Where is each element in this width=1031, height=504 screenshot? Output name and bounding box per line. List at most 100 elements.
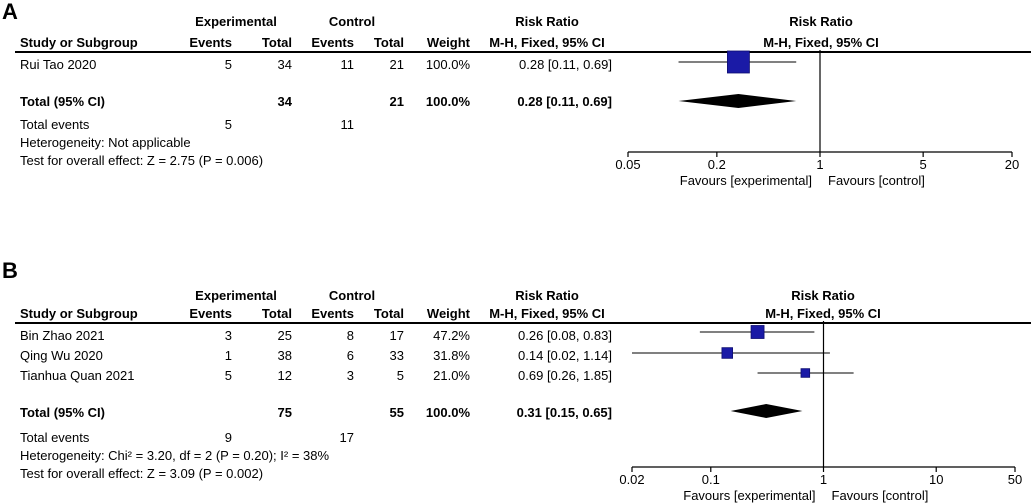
risk-ratio-header: Risk Ratio	[515, 14, 579, 29]
total-label: Total (95% CI)	[20, 94, 105, 109]
ctrl-events: 6	[346, 348, 354, 363]
total-events-exp: 5	[224, 117, 232, 132]
ci-value: 0.14 [0.02, 1.14]	[518, 348, 612, 363]
pooled-effect-diamond	[730, 404, 803, 418]
study-name: Bin Zhao 2021	[20, 328, 105, 343]
control-header: Control	[328, 288, 376, 303]
x-tick-label: 50	[1008, 472, 1022, 487]
total-weight: 100.0%	[425, 405, 470, 420]
header-rule	[15, 51, 1031, 53]
ci-value: 0.69 [0.26, 1.85]	[518, 368, 612, 383]
total-events-exp: 9	[224, 430, 232, 445]
effect-marker	[727, 50, 750, 74]
heterogeneity-text: Heterogeneity: Chi² = 3.20, df = 2 (P = …	[20, 448, 330, 463]
exp-events: 3	[224, 328, 232, 343]
ctrl-events: 3	[346, 368, 354, 383]
ctrl-total: 33	[389, 348, 404, 363]
favours-experimental-label: Favours [experimental]	[683, 488, 815, 503]
heterogeneity-text: Heterogeneity: Not applicable	[20, 135, 191, 150]
exp-total: 34	[277, 57, 292, 72]
x-tick-label: 10	[929, 472, 943, 487]
ctrl-events: 8	[346, 328, 354, 343]
study-column-header: Study or Subgroup	[20, 306, 138, 321]
total-exp: 75	[277, 405, 292, 420]
weight-value: 21.0%	[433, 368, 470, 383]
pooled-effect-diamond	[678, 94, 797, 108]
exp-events: 1	[224, 348, 232, 363]
header-rule	[15, 322, 1031, 324]
ci-value: 0.28 [0.11, 0.69]	[519, 57, 612, 72]
total-ctrl: 55	[389, 405, 404, 420]
plot-title: Risk Ratio	[789, 14, 853, 29]
x-tick-label: 20	[1005, 157, 1019, 172]
risk-ratio-header: Risk Ratio	[515, 288, 579, 303]
ctrl-events-header: Events	[311, 306, 354, 321]
exp-total: 12	[277, 368, 292, 383]
favours-experimental-label: Favours [experimental]	[680, 173, 812, 188]
effect-marker	[721, 347, 733, 359]
experimental-header: Experimental	[195, 14, 277, 29]
total-weight: 100.0%	[425, 94, 470, 109]
weight-value: 47.2%	[433, 328, 470, 343]
forest-plot-area: 0.02 0.1 1 10 50 Favours [experimental] Favour…	[619, 321, 1022, 503]
total-exp: 34	[277, 94, 292, 109]
ctrl-total-header: Total	[373, 35, 404, 50]
method-header: M-H, Fixed, 95% CI	[489, 35, 605, 50]
panel-label: B	[2, 258, 18, 283]
total-label: Total (95% CI)	[20, 405, 105, 420]
x-tick-label: 0.02	[619, 472, 644, 487]
x-tick-label: 1	[816, 157, 823, 172]
x-tick-label: 0.2	[708, 157, 726, 172]
total-events-ctrl: 17	[339, 430, 354, 445]
total-events-label: Total events	[20, 117, 90, 132]
forest-plot-b: B Experimental Control Risk Ratio Risk R…	[0, 258, 1031, 504]
method-header: M-H, Fixed, 95% CI	[489, 306, 605, 321]
effect-marker	[800, 368, 811, 378]
favours-control-label: Favours [control]	[832, 488, 929, 503]
panel-label: A	[2, 0, 18, 24]
exp-events-header: Events	[189, 306, 232, 321]
x-tick-label: 0.05	[615, 157, 640, 172]
weight-header: Weight	[426, 35, 470, 50]
study-name: Rui Tao 2020	[20, 57, 97, 72]
overall-effect-text: Test for overall effect: Z = 3.09 (P = 0…	[20, 466, 264, 481]
exp-total: 38	[277, 348, 292, 363]
overall-effect-text: Test for overall effect: Z = 2.75 (P = 0…	[20, 153, 264, 168]
ci-value: 0.26 [0.08, 0.83]	[518, 328, 612, 343]
total-ctrl: 21	[389, 94, 404, 109]
effect-marker	[750, 325, 765, 339]
plot-subtitle: M-H, Fixed, 95% CI	[763, 35, 879, 50]
ctrl-total: 21	[389, 57, 404, 72]
study-name: Qing Wu 2020	[20, 348, 103, 363]
weight-value: 100.0%	[425, 57, 470, 72]
exp-events: 5	[224, 368, 232, 383]
plot-title: Risk Ratio	[791, 288, 855, 303]
total-ci: 0.28 [0.11, 0.69]	[517, 94, 612, 109]
ctrl-total-header: Total	[373, 306, 404, 321]
exp-total-header: Total	[261, 306, 292, 321]
exp-events: 5	[224, 57, 232, 72]
total-events-ctrl: 11	[340, 117, 355, 132]
x-tick-label: 1	[820, 472, 827, 487]
x-tick-label: 0.1	[702, 472, 720, 487]
control-header: Control	[328, 14, 376, 29]
experimental-header: Experimental	[195, 288, 277, 303]
total-events-label: Total events	[20, 430, 90, 445]
favours-control-label: Favours [control]	[828, 173, 925, 188]
study-name: Tianhua Quan 2021	[20, 368, 135, 383]
study-column-header: Study or Subgroup	[20, 35, 138, 50]
total-ci: 0.31 [0.15, 0.65]	[516, 405, 612, 420]
exp-total-header: Total	[261, 35, 292, 50]
ctrl-events-header: Events	[311, 35, 354, 50]
weight-header: Weight	[426, 306, 470, 321]
forest-plot-area: 0.05 0.2 1 5 20 Favours [experimental] Favours…	[615, 50, 1019, 188]
exp-total: 25	[277, 328, 292, 343]
ctrl-events: 11	[340, 57, 355, 72]
forest-plot-a: A Experimental Control Risk Ratio Risk R…	[0, 0, 1031, 250]
weight-value: 31.8%	[433, 348, 470, 363]
exp-events-header: Events	[189, 35, 232, 50]
x-tick-label: 5	[920, 157, 927, 172]
ctrl-total: 5	[396, 368, 404, 383]
plot-subtitle: M-H, Fixed, 95% CI	[765, 306, 881, 321]
ctrl-total: 17	[389, 328, 404, 343]
